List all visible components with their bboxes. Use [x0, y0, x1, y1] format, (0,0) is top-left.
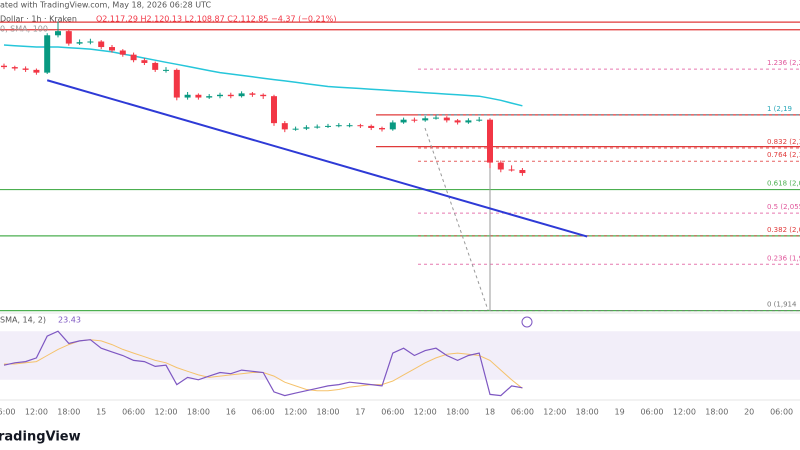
- candle-body: [206, 96, 213, 98]
- projection-arrow: [424, 127, 489, 311]
- candle-body: [227, 94, 234, 97]
- event-icon[interactable]: [521, 316, 533, 328]
- rsi-label: SMA, 14, 2): [0, 316, 46, 325]
- candle-body: [65, 31, 72, 44]
- x-tick-label: 12:00: [543, 408, 566, 417]
- x-tick-label: 06:00: [252, 408, 275, 417]
- candle-body: [22, 68, 29, 70]
- candle-body: [400, 119, 407, 123]
- x-tick-label: 18:00: [187, 408, 210, 417]
- header-ohlc: O2,117.29 H2,120.13 L2,108.87 C2,112.85 …: [96, 15, 336, 24]
- candle-body: [98, 41, 105, 48]
- x-tick-label: 18:00: [57, 408, 80, 417]
- candle-body: [87, 41, 94, 43]
- candle-body: [33, 69, 40, 73]
- header-symbol: Dollar · 1h · Kraken: [0, 15, 77, 24]
- candle-body: [260, 94, 267, 97]
- candle-body: [411, 119, 418, 121]
- candle-body: [454, 120, 461, 123]
- x-tick-label: 06:00: [770, 408, 793, 417]
- x-tick-label: 19: [615, 408, 625, 417]
- candle-body: [184, 94, 191, 98]
- candle-body: [335, 125, 342, 127]
- sma-line: [3, 44, 523, 107]
- candle-body: [141, 60, 148, 63]
- fib-label: 0.618 (2,089: [767, 180, 800, 188]
- header-source: ated with TradingView.com, May 18, 2026 …: [0, 1, 212, 10]
- fib-label: 0.236 (1,981: [767, 254, 800, 262]
- candle-body: [152, 62, 159, 70]
- candle-body: [325, 125, 331, 127]
- trendline: [46, 79, 588, 238]
- x-tick-label: 16: [226, 408, 236, 417]
- candle-body: [44, 35, 51, 73]
- candle-body: [217, 94, 223, 97]
- x-tick-label: 18:00: [316, 408, 339, 417]
- x-tick-label: 06:00: [122, 408, 145, 417]
- candle-body: [163, 69, 169, 71]
- x-tick-label: 18:00: [446, 408, 469, 417]
- fib-label: 1.236 (2,263: [767, 59, 800, 67]
- header-sma: 0, SMA, 100: [0, 25, 48, 34]
- x-tick-label: 15: [96, 408, 106, 417]
- candle-body: [303, 127, 310, 129]
- candle-body: [281, 123, 288, 130]
- rsi-line: [3, 330, 523, 397]
- candle-body: [11, 67, 18, 69]
- candle-body: [443, 117, 450, 121]
- candle-body: [55, 31, 61, 36]
- layer: [0, 21, 800, 380]
- candle-body: [487, 119, 493, 163]
- candle-body: [109, 47, 115, 51]
- fib-label: 1 (2,19: [767, 105, 792, 113]
- x-tick-label: 12:00: [284, 408, 307, 417]
- candle-body: [465, 120, 472, 123]
- candle-body: [379, 127, 385, 130]
- candle-body: [508, 169, 515, 171]
- x-tick-label: 12:00: [414, 408, 437, 417]
- candle-body: [271, 96, 277, 124]
- candle-body: [497, 162, 504, 170]
- x-tick-label: 20: [744, 408, 754, 417]
- candle-body: [292, 128, 299, 130]
- x-tick-label: 06:00: [381, 408, 404, 417]
- candle-body: [314, 126, 321, 128]
- rsi-value: 23.43: [58, 316, 81, 325]
- candle-body: [249, 93, 256, 95]
- candle-body: [1, 65, 7, 68]
- candle-body: [389, 122, 396, 130]
- candle-body: [238, 93, 245, 97]
- x-tick-label: 06:00: [0, 408, 16, 417]
- x-tick-label: 17: [355, 408, 365, 417]
- candle-body: [422, 118, 429, 121]
- fib-label: 0.764 (2,130: [767, 151, 800, 159]
- candle-body: [368, 125, 375, 128]
- candle-body: [346, 125, 353, 127]
- x-tick-label: 18: [485, 408, 495, 417]
- footer-logo: radingView: [0, 430, 81, 445]
- candle-body: [76, 42, 83, 44]
- x-tick-label: 12:00: [25, 408, 48, 417]
- fib-label: 0.382 (2,022: [767, 226, 800, 234]
- candle-body: [119, 50, 126, 55]
- candle-body: [130, 54, 137, 61]
- candle-body: [519, 169, 526, 174]
- candle-body: [357, 125, 364, 127]
- x-tick-label: 18:00: [576, 408, 599, 417]
- candle-body: [173, 69, 180, 98]
- x-tick-label: 12:00: [154, 408, 177, 417]
- fib-label: 0.832 (2,149: [767, 138, 800, 146]
- x-tick-label: 18:00: [705, 408, 728, 417]
- x-tick-label: 06:00: [511, 408, 534, 417]
- x-tick-label: 12:00: [673, 408, 696, 417]
- rsi-band: [0, 331, 800, 380]
- fib-label: 0 (1,914: [767, 301, 797, 309]
- x-tick-label: 06:00: [640, 408, 663, 417]
- fib-label: 0.5 (2,055: [767, 203, 800, 211]
- candle-body: [433, 117, 439, 119]
- candle-body: [195, 94, 202, 98]
- candle-body: [476, 119, 483, 121]
